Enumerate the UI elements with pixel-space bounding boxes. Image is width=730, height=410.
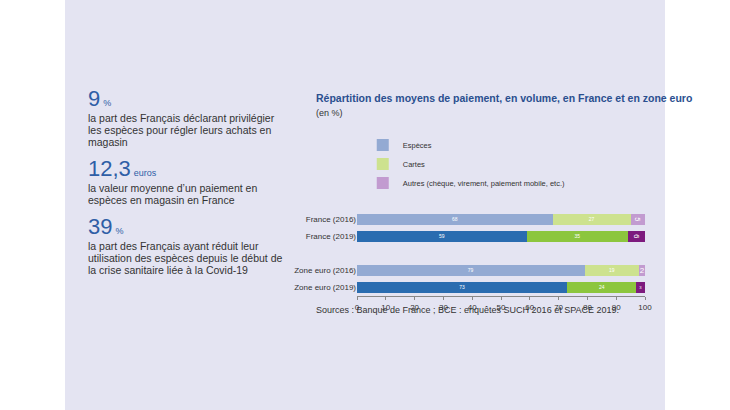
svg-text:5: 5: [633, 217, 642, 221]
svg-text:68: 68: [452, 217, 458, 222]
html-text:Sources : Banque de France ; B: Sources : Banque de France ; BCE : enquê…: [316, 305, 619, 315]
svg-text:Cartes: Cartes: [403, 160, 425, 169]
svg-text:Zone euro (2019): Zone euro (2019): [294, 283, 356, 292]
svg-text:35: 35: [574, 234, 580, 239]
html-text:euros: euros: [133, 168, 157, 178]
html-text:39: 39: [88, 214, 113, 239]
svg-text:27: 27: [589, 217, 595, 222]
svg-text:73: 73: [459, 285, 465, 290]
html-text:9: 9: [88, 86, 101, 111]
svg-text:24: 24: [599, 285, 605, 290]
svg-text:France (2016): France (2016): [306, 215, 357, 224]
svg-text:France (2019): France (2019): [306, 232, 357, 241]
html-text:la valeur moyenne d’un paiemen: la valeur moyenne d’un paiement en espèc…: [88, 182, 258, 206]
html-text:la part des Français ayant réd: la part des Français ayant réduit leur u…: [88, 240, 283, 276]
svg-text:79: 79: [468, 268, 474, 273]
html-text:la part des Français déclarant: la part des Français déclarant privilégi…: [88, 112, 275, 148]
svg-text:59: 59: [439, 234, 445, 239]
svg-text:3: 3: [639, 285, 642, 290]
svg-text:100: 100: [638, 303, 652, 312]
svg-text:19: 19: [609, 268, 615, 273]
svg-text:2: 2: [640, 266, 645, 275]
svg-text:Zone euro (2016): Zone euro (2016): [294, 266, 356, 275]
html-text:(en %): (en %): [316, 108, 343, 118]
html-text:Répartition des moyens de paie: Répartition des moyens de paiement, en v…: [316, 92, 693, 104]
svg-text:6: 6: [632, 234, 641, 239]
svg-text:Espèces: Espèces: [403, 141, 432, 150]
svg-text:Autres (chèque, virement, paie: Autres (chèque, virement, paiement mobil…: [403, 179, 565, 188]
html-text:12,3: 12,3: [88, 156, 131, 181]
